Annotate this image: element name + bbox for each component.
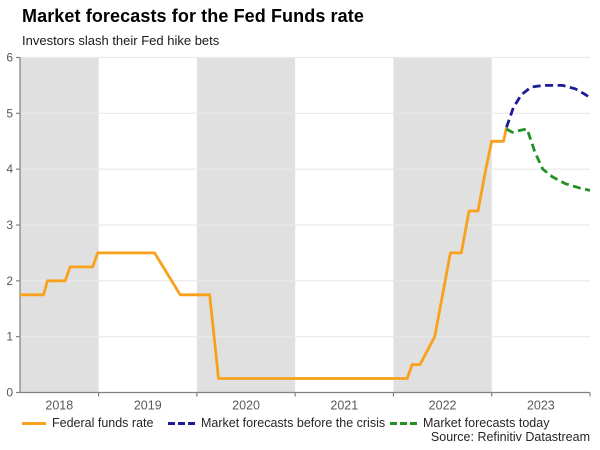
- y-tick-label: 5: [6, 106, 13, 120]
- legend-swatch-solid-line-icon: [22, 421, 46, 425]
- x-tick-label: 2023: [527, 399, 555, 413]
- x-tick-label: 2018: [45, 399, 73, 413]
- legend-label: Market forecasts today: [423, 416, 550, 430]
- y-tick-label: 1: [6, 330, 13, 344]
- legend-item-federal-funds-rate: Federal funds rate: [22, 415, 153, 431]
- x-tick-label: 2020: [232, 399, 260, 413]
- legend-item-forecasts-today: Market forecasts today: [390, 415, 549, 431]
- y-tick-label: 4: [6, 162, 13, 176]
- legend-item-forecasts-before-crisis: Market forecasts before the crisis: [168, 415, 385, 431]
- y-tick-label: 3: [6, 218, 13, 232]
- y-tick-label: 2: [6, 274, 13, 288]
- legend-swatch-dashed-line-icon: [168, 421, 195, 425]
- x-tick-label: 2021: [330, 399, 358, 413]
- page-subtitle: Investors slash their Fed hike bets: [22, 33, 220, 48]
- series-line-market-forecasts-before-the-crisis: [505, 84, 591, 128]
- y-tick-label: 6: [6, 51, 13, 65]
- series-line-federal-funds-rate: [20, 127, 508, 380]
- legend-label: Market forecasts before the crisis: [201, 416, 386, 430]
- page-title: Market forecasts for the Fed Funds rate: [22, 6, 364, 26]
- source-attribution: Source: Refinitiv Datastream: [430, 430, 590, 444]
- x-tick-label: 2022: [429, 399, 457, 413]
- y-tick-label: 0: [6, 386, 13, 400]
- series-line-market-forecasts-today: [505, 127, 591, 192]
- x-tick-label: 2019: [134, 399, 162, 413]
- legend-label: Federal funds rate: [52, 416, 154, 430]
- legend-swatch-dashed-line-icon: [390, 421, 417, 425]
